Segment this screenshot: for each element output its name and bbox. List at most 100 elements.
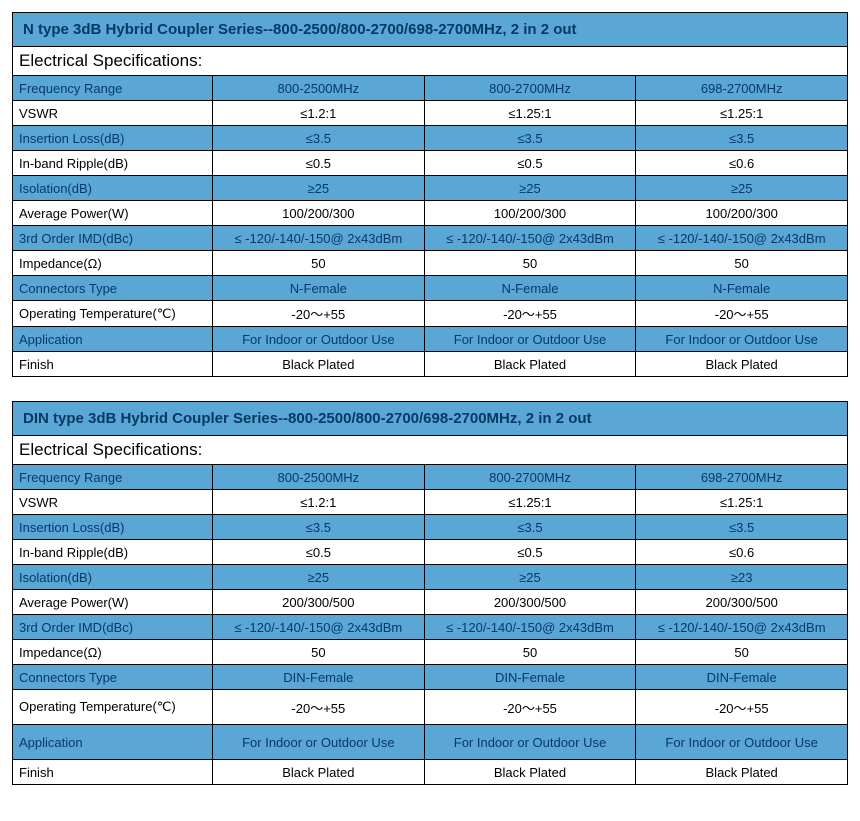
row-value: 50 (424, 640, 636, 665)
row-value: For Indoor or Outdoor Use (424, 327, 636, 352)
table-row: In-band Ripple(dB)≤0.5≤0.5≤0.6 (13, 151, 848, 176)
row-value: Black Plated (636, 760, 848, 785)
row-label: Insertion Loss(dB) (13, 515, 213, 540)
row-value: 50 (213, 251, 425, 276)
spec-section-n-type: N type 3dB Hybrid Coupler Series--800-25… (12, 12, 848, 377)
row-label: Isolation(dB) (13, 176, 213, 201)
row-value: 800-2700MHz (424, 76, 636, 101)
row-value: -20～+55 (424, 301, 636, 327)
section-title: DIN type 3dB Hybrid Coupler Series--800-… (12, 401, 848, 435)
row-label: Application (13, 327, 213, 352)
row-value: ≤ -120/-140/-150@ 2x43dBm (424, 615, 636, 640)
row-value: ≥25 (636, 176, 848, 201)
row-value: -20～+55 (213, 690, 425, 725)
row-value: Black Plated (213, 352, 425, 377)
row-value: 50 (636, 251, 848, 276)
row-value: 100/200/300 (424, 201, 636, 226)
table-row: Connectors TypeDIN-FemaleDIN-FemaleDIN-F… (13, 665, 848, 690)
row-value: For Indoor or Outdoor Use (213, 725, 425, 760)
table-row: Operating Temperature(℃)-20～+55-20～+55-2… (13, 690, 848, 725)
row-value: 200/300/500 (636, 590, 848, 615)
row-value: 50 (636, 640, 848, 665)
row-value: 100/200/300 (636, 201, 848, 226)
table-row: Average Power(W)200/300/500200/300/50020… (13, 590, 848, 615)
row-value: ≤3.5 (424, 515, 636, 540)
row-value: ≥25 (213, 565, 425, 590)
spec-header: Electrical Specifications: (12, 46, 848, 75)
table-row: Connectors TypeN-FemaleN-FemaleN-Female (13, 276, 848, 301)
row-value: ≤ -120/-140/-150@ 2x43dBm (213, 226, 425, 251)
table-row: Impedance(Ω)505050 (13, 251, 848, 276)
row-label: Impedance(Ω) (13, 251, 213, 276)
row-label: Operating Temperature(℃) (13, 301, 213, 327)
row-label: Finish (13, 352, 213, 377)
row-value: Black Plated (213, 760, 425, 785)
row-value: ≤ -120/-140/-150@ 2x43dBm (213, 615, 425, 640)
row-value: DIN-Female (424, 665, 636, 690)
row-label: Application (13, 725, 213, 760)
row-value: ≤3.5 (636, 126, 848, 151)
row-label: Average Power(W) (13, 590, 213, 615)
table-row: Insertion Loss(dB)≤3.5≤3.5≤3.5 (13, 126, 848, 151)
row-value: ≤0.5 (424, 540, 636, 565)
table-row: Isolation(dB)≥25≥25≥23 (13, 565, 848, 590)
row-label: Frequency Range (13, 76, 213, 101)
spec-tbody-0: Frequency Range800-2500MHz800-2700MHz698… (13, 76, 848, 377)
row-value: ≤1.25:1 (424, 101, 636, 126)
row-value: ≤1.25:1 (424, 490, 636, 515)
row-label: Impedance(Ω) (13, 640, 213, 665)
table-row: Frequency Range800-2500MHz800-2700MHz698… (13, 76, 848, 101)
table-row: VSWR≤1.2:1≤1.25:1≤1.25:1 (13, 490, 848, 515)
row-value: ≤0.5 (213, 151, 425, 176)
row-label: Isolation(dB) (13, 565, 213, 590)
row-value: Black Plated (636, 352, 848, 377)
row-value: N-Female (213, 276, 425, 301)
row-value: 200/300/500 (213, 590, 425, 615)
row-value: For Indoor or Outdoor Use (636, 725, 848, 760)
table-row: FinishBlack PlatedBlack PlatedBlack Plat… (13, 352, 848, 377)
row-value: ≥25 (424, 176, 636, 201)
row-label: In-band Ripple(dB) (13, 151, 213, 176)
table-row: In-band Ripple(dB)≤0.5≤0.5≤0.6 (13, 540, 848, 565)
row-value: ≤ -120/-140/-150@ 2x43dBm (424, 226, 636, 251)
table-row: 3rd Order IMD(dBc)≤ -120/-140/-150@ 2x43… (13, 615, 848, 640)
table-row: Impedance(Ω)505050 (13, 640, 848, 665)
row-value: ≤1.25:1 (636, 101, 848, 126)
table-row: Application For Indoor or Outdoor UseFor … (13, 327, 848, 352)
spec-tbody-1: Frequency Range800-2500MHz800-2700MHz698… (13, 465, 848, 785)
row-value: ≤ -120/-140/-150@ 2x43dBm (636, 226, 848, 251)
row-value: ≥25 (424, 565, 636, 590)
table-row: Operating Temperature(℃)-20～+55-20～+55-2… (13, 301, 848, 327)
row-label: 3rd Order IMD(dBc) (13, 226, 213, 251)
section-title: N type 3dB Hybrid Coupler Series--800-25… (12, 12, 848, 46)
row-value: -20～+55 (213, 301, 425, 327)
row-value: 50 (213, 640, 425, 665)
row-value: ≤3.5 (213, 515, 425, 540)
row-value: ≤0.6 (636, 540, 848, 565)
row-value: 698-2700MHz (636, 465, 848, 490)
row-value: 800-2500MHz (213, 465, 425, 490)
row-value: ≥25 (213, 176, 425, 201)
row-value: ≥23 (636, 565, 848, 590)
row-value: 800-2500MHz (213, 76, 425, 101)
row-label: Insertion Loss(dB) (13, 126, 213, 151)
row-value: -20～+55 (636, 301, 848, 327)
table-row: 3rd Order IMD(dBc)≤ -120/-140/-150@ 2x43… (13, 226, 848, 251)
row-label: Connectors Type (13, 276, 213, 301)
table-row: ApplicationFor Indoor or Outdoor UseFor … (13, 725, 848, 760)
row-value: DIN-Female (213, 665, 425, 690)
table-row: VSWR≤1.2:1≤1.25:1≤1.25:1 (13, 101, 848, 126)
row-value: 100/200/300 (213, 201, 425, 226)
row-value: Black Plated (424, 352, 636, 377)
spec-header: Electrical Specifications: (12, 435, 848, 464)
row-value: For Indoor or Outdoor Use (636, 327, 848, 352)
row-label: VSWR (13, 490, 213, 515)
row-value: ≤ -120/-140/-150@ 2x43dBm (636, 615, 848, 640)
spec-table-din-type: Frequency Range800-2500MHz800-2700MHz698… (12, 464, 848, 785)
row-value: 50 (424, 251, 636, 276)
row-value: ≤3.5 (636, 515, 848, 540)
row-value: 698-2700MHz (636, 76, 848, 101)
row-value: ≤1.2:1 (213, 490, 425, 515)
row-value: -20～+55 (636, 690, 848, 725)
row-label: In-band Ripple(dB) (13, 540, 213, 565)
